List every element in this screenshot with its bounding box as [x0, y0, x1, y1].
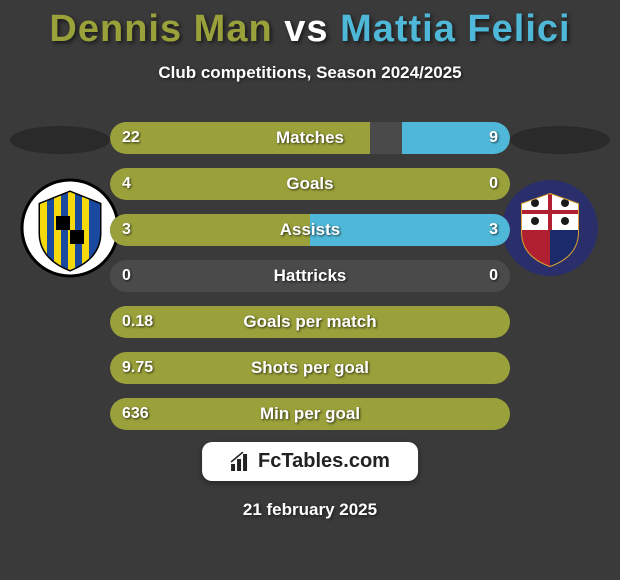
stat-bars: Matches229Goals40Assists33Hattricks00Goa…	[110, 122, 510, 444]
stat-label: Hattricks	[110, 260, 510, 292]
player1-name: Dennis Man	[49, 8, 272, 50]
stat-row: Goals per match0.18	[110, 306, 510, 338]
stat-value-left: 9.75	[122, 352, 153, 384]
stat-value-left: 22	[122, 122, 140, 154]
player1-shadow	[10, 126, 110, 154]
stat-value-left: 0.18	[122, 306, 153, 338]
stat-label: Shots per goal	[110, 352, 510, 384]
stat-value-right: 0	[489, 260, 498, 292]
stat-value-right: 9	[489, 122, 498, 154]
vs-text: vs	[284, 8, 328, 50]
brand-text: FcTables.com	[258, 450, 390, 473]
parma-crest	[20, 178, 120, 278]
brand-pill: FcTables.com	[202, 442, 418, 481]
bar-chart-icon	[230, 452, 252, 472]
stat-value-left: 0	[122, 260, 131, 292]
stat-row: Shots per goal9.75	[110, 352, 510, 384]
stat-row: Goals4 0	[110, 168, 510, 200]
stat-value-left: 636	[122, 398, 149, 430]
stat-label: Assists	[110, 214, 510, 246]
subtitle: Club competitions, Season 2024/2025	[0, 63, 620, 83]
date-text: 21 february 2025	[0, 500, 620, 520]
player2-shadow	[510, 126, 610, 154]
player2-name: Mattia Felici	[340, 8, 571, 50]
stat-value-left: 4	[122, 168, 131, 200]
cagliari-crest	[500, 178, 600, 278]
stat-value-right: 3	[489, 214, 498, 246]
stat-label: Min per goal	[110, 398, 510, 430]
stat-value-left: 3	[122, 214, 131, 246]
stat-label: Matches	[110, 122, 510, 154]
stat-label: Goals	[110, 168, 510, 200]
stat-row: Hattricks0 0	[110, 260, 510, 292]
comparison-title: Dennis Man vs Mattia Felici	[0, 0, 620, 51]
stat-row: Matches22 9	[110, 122, 510, 154]
stat-row: Assists3 3	[110, 214, 510, 246]
stat-value-right: 0	[489, 168, 498, 200]
stat-label: Goals per match	[110, 306, 510, 338]
stat-row: Min per goal636	[110, 398, 510, 430]
